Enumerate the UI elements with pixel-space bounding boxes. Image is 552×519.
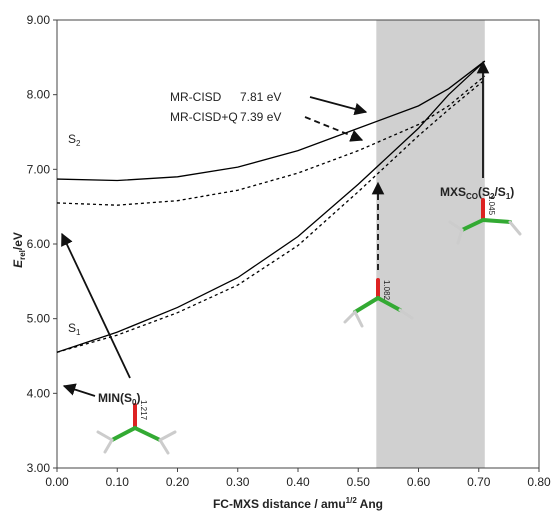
x-tick-label: 0.30 [226,475,250,489]
arrow [62,234,130,378]
text-part: Ang [357,497,383,511]
shaded-region [376,20,484,468]
shade-layer [376,20,484,468]
text-part: MIN(S [98,391,132,405]
x-tick-label: 0.20 [166,475,190,489]
text-part: /eV [11,232,25,250]
y-tick-label: 8.00 [27,88,51,102]
text-part: CO [466,192,478,201]
x-tick-label: 0.00 [45,475,69,489]
y-tick-label: 9.00 [27,13,51,27]
y-tick-label: 4.00 [27,386,51,400]
text-part: S [68,321,76,335]
y-axis-label: Erel/eV [11,232,27,268]
state-label: S1 [68,321,81,337]
molecule-min [98,405,175,453]
text-part: 2 [76,139,81,148]
x-tick-label: 0.60 [407,475,431,489]
annotation: 7.39 eV [240,110,281,124]
y-tick-label: 6.00 [27,237,51,251]
bond-label: 1.217 [139,400,148,421]
annotation: MXSCO(S2/S1) [440,185,514,201]
annotation: 7.81 eV [240,90,281,104]
x-tick-label: 0.40 [286,475,310,489]
text-part: rel [18,250,27,260]
chart: 3.00 4.00 5.00 6.00 7.00 8.00 9.00 0.00 0.10 0.20… [0,0,552,519]
text-part: FC-MXS distance / amu [213,497,346,511]
state-label: S2 [68,132,81,148]
y-tick-label: 5.00 [27,312,51,326]
x-tick-label: 0.70 [467,475,491,489]
text-part: 1/2 [346,496,358,505]
bond-label: 1.082 [382,280,391,301]
x-tick-label: 0.50 [347,475,371,489]
x-axis-label: FC-MXS distance / amu1/2 Ang [213,496,383,511]
text-part: 1 [76,328,81,337]
x-tick-label: 0.10 [106,475,130,489]
annotation: MR-CISD [170,90,222,104]
y-tick-label: 3.00 [27,461,51,475]
arrow [310,97,366,112]
annotation: MR-CISD+Q [170,110,238,124]
text-part: MXS [440,185,466,199]
x-tick-label: 0.80 [527,475,551,489]
annotation: MIN(S0) [98,391,140,407]
arrow [305,117,362,140]
text-part: S [68,132,76,146]
text-part: ) [510,185,514,199]
bond-label: 1.045 [487,195,496,216]
arrow [64,386,95,396]
page: 3.00 4.00 5.00 6.00 7.00 8.00 9.00 0.00 0.10 0.20… [0,0,552,519]
y-tick-label: 7.00 [27,162,51,176]
